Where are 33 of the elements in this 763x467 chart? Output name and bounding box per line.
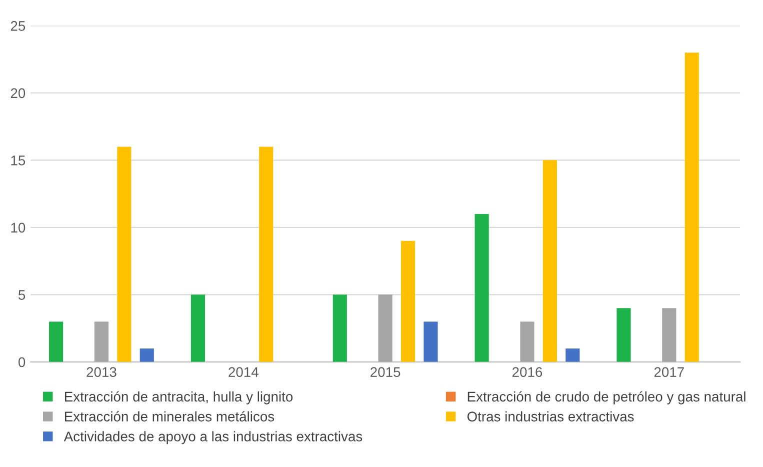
bar [566, 348, 580, 362]
y-tick-label: 20 [10, 88, 26, 98]
x-tick-label: 2016 [512, 367, 542, 377]
legend-label: Extracción de minerales metálicos [64, 411, 274, 422]
legend-label: Otras industrias extractivas [467, 411, 634, 422]
bar [684, 52, 699, 362]
bar [542, 160, 557, 362]
x-tick-label: 2015 [370, 367, 400, 377]
bar [190, 294, 206, 362]
x-tick-label: 2013 [86, 367, 116, 377]
bar [332, 294, 347, 362]
y-tick-label: 0 [18, 357, 26, 368]
bar [94, 322, 109, 362]
bar [474, 214, 489, 362]
y-tick-label: 15 [11, 156, 26, 166]
y-tick-label: 25 [10, 21, 26, 31]
bar [662, 308, 676, 362]
bar [259, 146, 274, 362]
x-tick-label: 2014 [228, 367, 258, 377]
bar [424, 322, 438, 362]
bar [378, 294, 392, 362]
legend-label: Extracción de crudo de petróleo y gas natural [468, 391, 746, 404]
y-tick-label: 10 [11, 222, 26, 233]
y-tick-label: 5 [18, 290, 26, 300]
bar [49, 322, 64, 362]
legend-label: Actividades de apoyo a las industrias extractivas [64, 431, 362, 444]
bar [117, 146, 132, 362]
x-tick-label: 2017 [654, 367, 684, 377]
bar [400, 240, 416, 362]
legend-label: Extracción de antracita, hulla y lignito [64, 391, 293, 404]
bar [616, 308, 631, 362]
bar [140, 348, 154, 362]
bar [520, 322, 534, 362]
